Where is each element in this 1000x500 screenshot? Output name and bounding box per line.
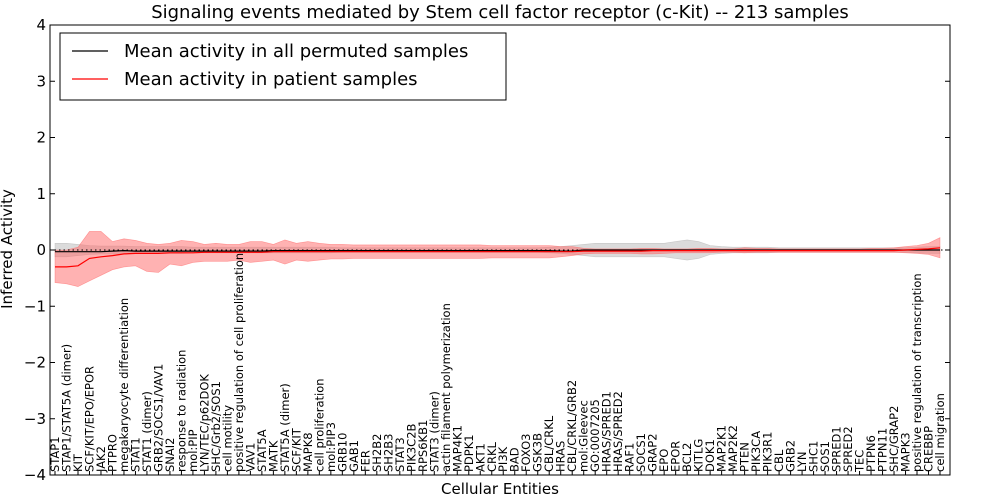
- x-category-label: GSK3B: [531, 433, 545, 472]
- x-category-label: EPO: [657, 449, 671, 472]
- x-category-label: TEC: [853, 450, 867, 473]
- x-category-label: JAK2: [94, 446, 108, 473]
- x-category-label: STAP1/STAT5A (dimer): [60, 344, 74, 472]
- x-category-label: PTPRO: [106, 434, 120, 472]
- x-category-label: LYN: [795, 451, 809, 472]
- x-category-label: HRAS: [554, 441, 568, 472]
- x-category-label: MAPK8: [301, 432, 315, 472]
- x-category-label: GAB1: [347, 440, 361, 472]
- x-category-label: mol:PIP3: [324, 422, 338, 472]
- x-category-label: response to radiation: [174, 350, 188, 472]
- x-category-label: PTEN: [738, 442, 752, 472]
- x-category-label: FER: [358, 450, 372, 472]
- x-category-label: SCF/KIT/EPO/EPOR: [83, 366, 97, 472]
- y-axis-label: Inferred Activity: [0, 189, 16, 309]
- y-tick-label: −4: [24, 466, 46, 484]
- x-category-label: LYN/TEC/p62DOK: [197, 374, 211, 472]
- x-category-label: EPOR: [669, 441, 683, 472]
- series-line-patient: [55, 247, 941, 268]
- x-category-label: megakaryocyte differentiation: [117, 298, 131, 472]
- x-category-label: SPRED2: [841, 426, 855, 472]
- legend-entry-patient: Mean activity in patient samples: [124, 69, 418, 90]
- x-category-label: SHC/Grb2/SOS1: [209, 381, 223, 472]
- x-category-label: FOXO3: [519, 434, 533, 472]
- x-category-label: RAF1: [623, 443, 637, 472]
- x-category-label: STAT5A: [255, 429, 269, 472]
- y-tick-label: 3: [36, 72, 46, 90]
- x-category-label: PDPK1: [462, 434, 476, 472]
- band-patient: [54, 231, 941, 287]
- x-category-label: MAP2K1: [715, 425, 729, 472]
- x-category-label: SNAI2: [163, 438, 177, 472]
- x-category-label: PTPN11: [876, 428, 890, 472]
- x-category-label: cell motility: [220, 405, 234, 472]
- x-category-label: mol:Gleevec: [577, 400, 591, 472]
- x-category-label: positive regulation of cell proliferatio…: [232, 253, 246, 472]
- x-category-label: SCF/KIT: [289, 427, 303, 472]
- y-tick-label: 2: [36, 129, 46, 147]
- x-category-label: MAPK3: [899, 432, 913, 472]
- x-category-label: CBL: [772, 449, 786, 472]
- x-category-label: STAP1: [48, 436, 62, 472]
- chart-title: Signaling events mediated by Stem cell f…: [151, 2, 849, 23]
- x-category-label: SHC/GRAP2: [887, 406, 901, 472]
- x-category-label: GO:0007205: [588, 399, 602, 472]
- x-category-label: CRKL: [485, 441, 499, 472]
- x-category-label: GRB10: [335, 433, 349, 472]
- x-category-label: positive regulation of transcription: [910, 273, 924, 472]
- x-category-label: CBL/CRKL: [542, 415, 556, 472]
- y-tick-label: 0: [36, 241, 46, 259]
- legend: Mean activity in all permuted samples Me…: [59, 32, 507, 101]
- x-category-label: MAP2K2: [726, 425, 740, 472]
- x-category-label: HRAS/SPRED1: [600, 391, 614, 472]
- x-category-label: STAT5A (dimer): [278, 383, 292, 472]
- legend-entry-permuted: Mean activity in all permuted samples: [124, 41, 468, 62]
- x-category-label: DOK1: [703, 439, 717, 472]
- x-category-label: RPS6KB1: [416, 420, 430, 472]
- y-tick-label: 4: [36, 16, 46, 34]
- x-category-label: STAT3: [393, 437, 407, 472]
- y-tick-label: −2: [24, 354, 46, 372]
- x-category-label: GRB2: [784, 440, 798, 472]
- x-category-label: SOS1: [818, 441, 832, 472]
- x-category-label: AKT1: [473, 443, 487, 472]
- x-category-label: CREBBP: [922, 426, 936, 472]
- x-category-label: PIK3R1: [761, 432, 775, 473]
- x-category-label: GRAP2: [646, 433, 660, 472]
- x-category-label: BAD: [508, 447, 522, 472]
- x-category-label: STAT3 (dimer): [427, 391, 441, 472]
- x-category-label: SOCS1: [634, 433, 648, 472]
- x-category-label: SPRED1: [830, 426, 844, 472]
- legend-box: [59, 32, 507, 101]
- x-category-label: actin filament polymerization: [439, 303, 453, 472]
- y-tick-label: −1: [24, 297, 46, 315]
- x-category-label: mol:PIP: [186, 429, 200, 472]
- x-category-label: VAV1: [243, 443, 257, 472]
- x-category-label: PI3K: [496, 446, 510, 472]
- x-category-label: MATK: [266, 440, 280, 472]
- x-category-label: HRAS/SPRED2: [611, 391, 625, 472]
- x-category-label: SH2B2: [370, 434, 384, 472]
- x-category-label: BCL2: [680, 443, 694, 472]
- x-category-label: GRB2/SOCS1/VAV1: [151, 364, 165, 472]
- x-category-label: MAP4K1: [450, 425, 464, 472]
- x-category-label: KITLG: [692, 439, 706, 472]
- x-category-label: cell proliferation: [312, 378, 326, 472]
- x-category-label: SH2B3: [381, 434, 395, 472]
- x-category-label: CBL/CRKL/GRB2: [565, 380, 579, 472]
- y-axis-ticks: 4 3 2 1 0 −1 −2 −3 −4: [24, 16, 950, 484]
- x-category-label: KIT: [71, 453, 85, 472]
- x-category-label: PTPN6: [864, 435, 878, 472]
- x-category-label: cell migration: [933, 393, 947, 472]
- x-category-label: STAT1 (dimer): [140, 391, 154, 472]
- y-tick-label: 1: [36, 185, 46, 203]
- x-category-label: SHC1: [807, 441, 821, 472]
- x-category-label: STAT1: [129, 437, 143, 472]
- x-category-label: PIK3CA: [749, 431, 763, 472]
- x-axis-label: Cellular Entities: [441, 480, 559, 498]
- y-tick-label: −3: [24, 410, 46, 428]
- x-category-label: PIK3C2B: [404, 423, 418, 472]
